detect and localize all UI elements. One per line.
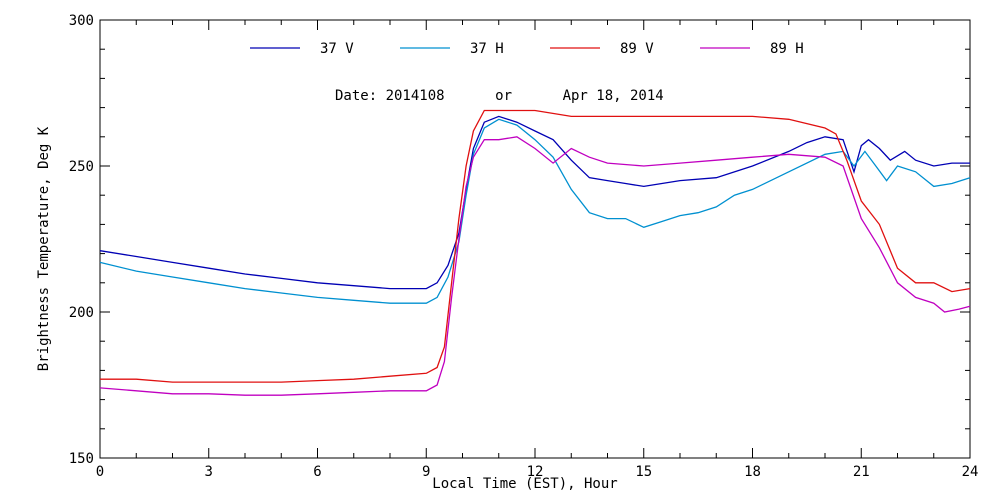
- series-line-37-v: [99, 115, 970, 290]
- x-tick-label: 18: [744, 464, 761, 480]
- chart-subtitle: Date: 2014108 or Apr 18, 2014: [335, 88, 664, 104]
- y-tick-label: 150: [69, 451, 94, 467]
- x-tick-label: 0: [96, 464, 104, 480]
- legend-label: 37 H: [470, 41, 504, 57]
- x-tick-label: 12: [527, 464, 544, 480]
- x-tick-label: 24: [962, 464, 979, 480]
- y-axis-label: Brightness Temperature, Deg K: [36, 126, 52, 371]
- series-line-89-v: [100, 109, 971, 383]
- series-line-37-h: [99, 118, 971, 304]
- series-layer: [99, 109, 971, 396]
- y-tick-label: 250: [69, 159, 94, 175]
- x-tick-label: 21: [853, 464, 870, 480]
- legend-label: 89 H: [770, 41, 804, 57]
- y-tick-label: 200: [69, 305, 94, 321]
- legend-label: 37 V: [320, 41, 354, 57]
- x-tick-label: 6: [313, 464, 321, 480]
- x-tick-label: 9: [422, 464, 430, 480]
- axes-layer: 0 3 6 9 12 15 18 21 24 150 200 250 300: [69, 13, 979, 480]
- y-tick-label: 300: [69, 13, 94, 29]
- x-tick-label: 3: [205, 464, 213, 480]
- x-axis-label: Local Time (EST), Hour: [432, 476, 617, 492]
- labels-layer: Date: 2014108 or Apr 18, 2014 Local Time…: [36, 88, 664, 492]
- series-line-89-h: [99, 136, 971, 396]
- x-tick-label: 15: [635, 464, 652, 480]
- plot-frame: [99, 19, 971, 459]
- legend-label: 89 V: [620, 41, 654, 57]
- legend: 37 V 37 H 89 V 89 H: [250, 41, 804, 57]
